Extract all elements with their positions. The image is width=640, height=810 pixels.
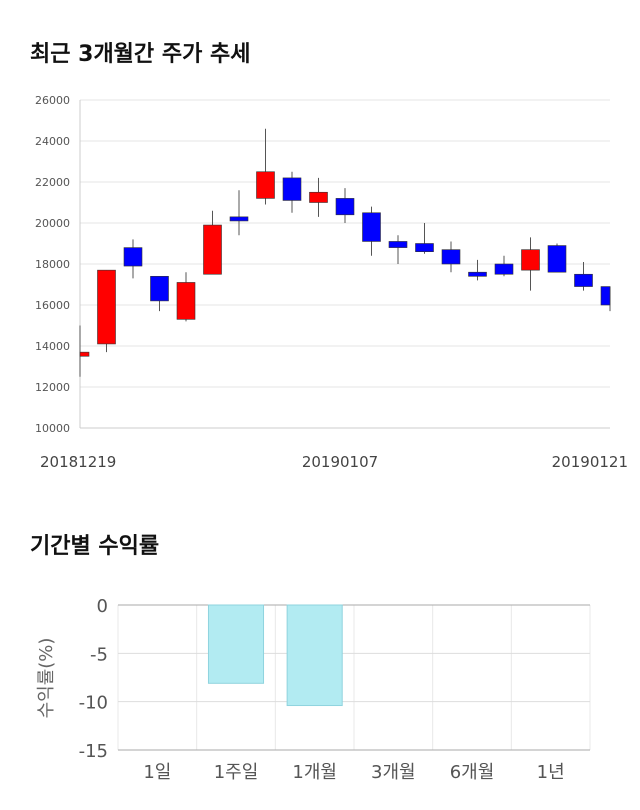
returns-x-tick-label: 6개월	[450, 762, 495, 783]
candle-down	[150, 275, 169, 302]
candle-down	[468, 271, 487, 277]
candle-down	[415, 243, 434, 252]
returns-x-tick-label: 1개월	[292, 762, 337, 783]
candle-up	[203, 224, 222, 275]
price-candlestick-chart: 10000 12000 14000 16000 18000 20000 22000 24000…	[35, 94, 628, 471]
price-chart-title: 최근 3개월간 주가 추세	[30, 42, 251, 67]
price-y-tick-label: 10000	[35, 422, 70, 435]
candle-down	[600, 286, 611, 306]
returns-x-tick-label: 1년	[537, 762, 565, 783]
price-y-tick-label: 24000	[35, 135, 70, 148]
candle-down	[388, 241, 408, 248]
returns-bar	[207, 604, 265, 684]
price-y-tick-label: 18000	[35, 258, 70, 271]
candle-down	[574, 273, 593, 287]
candle-down	[494, 263, 514, 275]
candle-up	[521, 249, 540, 271]
candle-up	[256, 171, 275, 199]
candle-down	[123, 247, 143, 267]
price-y-tick-label: 16000	[35, 299, 70, 312]
candle-up	[176, 282, 196, 320]
candle-down	[441, 249, 461, 265]
price-y-tick-label: 26000	[35, 94, 70, 107]
returns-y-tick-label: -15	[79, 741, 108, 762]
returns-y-axis-label: 수익률(%)	[36, 638, 57, 719]
returns-bar	[286, 604, 343, 707]
candle-up	[79, 351, 90, 357]
candle-down	[547, 245, 567, 273]
candle-up	[97, 269, 116, 345]
price-x-tick-label: 20190121	[552, 453, 628, 471]
price-y-tick-label: 22000	[35, 176, 70, 189]
price-y-tick-label: 14000	[35, 340, 70, 353]
candle-down	[282, 177, 302, 201]
candle-up	[309, 191, 328, 203]
returns-y-tick-label: -10	[79, 693, 108, 714]
price-y-tick-label: 20000	[35, 217, 70, 230]
price-x-tick-label: 20190107	[302, 453, 378, 471]
candle-down	[362, 212, 381, 242]
returns-x-tick-label: 3개월	[371, 762, 416, 783]
returns-chart-title: 기간별 수익률	[30, 534, 160, 559]
price-y-tick-label: 12000	[35, 381, 70, 394]
returns-y-tick-label: -5	[90, 644, 108, 665]
returns-x-tick-label: 1주일	[214, 762, 259, 783]
candle-down	[335, 198, 355, 216]
candle-down	[229, 216, 249, 222]
returns-x-tick-label: 1일	[143, 762, 171, 783]
returns-y-tick-label: 0	[97, 596, 108, 617]
price-x-tick-label: 20181219	[40, 453, 116, 471]
